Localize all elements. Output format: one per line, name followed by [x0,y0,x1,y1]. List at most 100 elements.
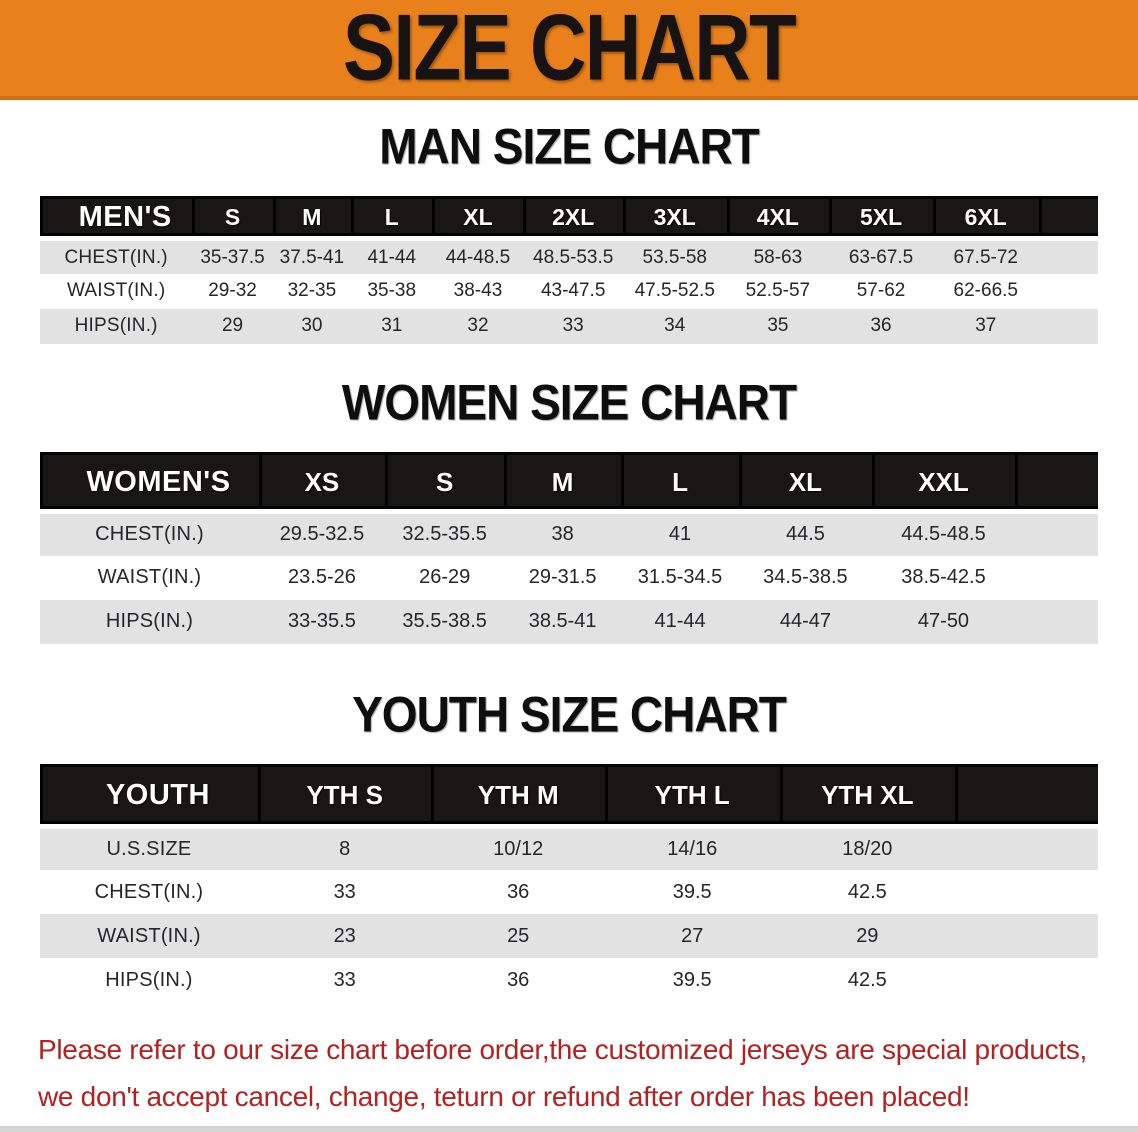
measurement-row: WAIST(IN.) 29-32 32-35 35-38 38-43 43-47.5 47.… [40,273,1098,309]
measurement-row: HIPS(IN.) 29 30 31 32 33 34 35 36 37 [40,308,1098,344]
measurement-label: WAIST(IN.) [40,555,259,600]
size-column-header: YTH S [257,763,432,829]
measurement-value: 33 [523,308,623,344]
size-column-header: XL [739,452,872,515]
measurement-value: 44-48.5 [432,238,524,274]
size-column-header: 6XL [932,196,1039,242]
measurement-value: 44-47 [739,599,872,644]
size-column-header: 4XL [726,196,830,242]
measurement-label: HIPS(IN.) [40,599,259,644]
measurement-value: 35 [726,308,830,344]
order-disclaimer-line-1: Please refer to our size chart before or… [38,1034,1088,1066]
women-size-table: WOMEN'S XS S M L XL XXL CHEST(IN.) 29.5-32.5 32.5… [40,452,1098,644]
men-size-table-container: MEN'S S M L XL 2XL 3XL 4XL 5XL 6XL CHEST(IN.) 35-37… [40,196,1098,344]
measurement-value: 38.5-41 [504,599,621,644]
measurement-label: CHEST(IN.) [40,238,193,274]
measurement-value: 38.5-42.5 [871,555,1016,600]
measurement-value: 53.5-58 [622,238,727,274]
measurement-value: 32.5-35.5 [384,511,505,556]
filler-cell [955,763,1098,829]
men-section-heading-text: MAN SIZE CHART [379,117,760,175]
size-column-header: YTH XL [779,763,956,829]
measurement-value: 33 [257,958,432,1003]
measurement-value: 52.5-57 [726,273,830,309]
size-column-header: L [620,452,740,515]
filler-cell [1015,555,1098,600]
measurement-value: 44.5 [739,511,872,556]
measurement-value: 62-66.5 [932,273,1039,309]
measurement-value: 35-38 [351,273,433,309]
filler-cell [1015,452,1098,515]
filler-cell [1038,308,1098,344]
measurement-row: WAIST(IN.) 23.5-26 26-29 29-31.5 31.5-34.5 34… [40,555,1098,600]
measurement-value: 41-44 [620,599,740,644]
size-group-label: WOMEN'S [40,452,259,515]
filler-cell [1015,599,1098,644]
measurement-value: 35-37.5 [192,238,273,274]
men-section-heading: MAN SIZE CHART [0,117,1138,175]
measurement-value: 29 [192,308,273,344]
size-table-header-row: WOMEN'S XS S M L XL XXL [40,452,1098,515]
measurement-row: CHEST(IN.) 33 36 39.5 42.5 [40,870,1098,915]
size-column-header: XL [432,196,524,242]
youth-section-heading-text: YOUTH SIZE CHART [352,685,787,742]
measurement-value: 47-50 [871,599,1016,644]
size-column-header: S [192,196,273,242]
measurement-value: 32-35 [272,273,352,309]
size-group-label: MEN'S [40,196,193,242]
measurement-value: 32 [432,308,524,344]
measurement-row: CHEST(IN.) 29.5-32.5 32.5-35.5 38 41 44.5 44.5… [40,511,1098,556]
size-column-header: S [384,452,505,515]
measurement-label: WAIST(IN.) [40,914,258,959]
women-section-heading-text: WOMEN SIZE CHART [341,373,797,430]
youth-section-heading: YOUTH SIZE CHART [0,685,1138,742]
measurement-value: 48.5-53.5 [523,238,623,274]
filler-cell [1015,511,1098,556]
measurement-value: 67.5-72 [932,238,1039,274]
measurement-row: CHEST(IN.) 35-37.5 37.5-41 41-44 44-48.5 48.5… [40,238,1098,274]
measurement-label: CHEST(IN.) [40,870,258,915]
measurement-value: 57-62 [829,273,933,309]
youth-size-table-container: YOUTH YTH S YTH M YTH L YTH XL U.S.SIZE 8 10/12… [40,763,1098,1003]
measurement-value: 26-29 [384,555,505,600]
order-disclaimer: Please refer to our size chart before or… [38,1026,1100,1120]
size-table-header-row: MEN'S S M L XL 2XL 3XL 4XL 5XL 6XL [40,196,1098,242]
measurement-value: 63-67.5 [829,238,933,274]
size-column-header: XXL [871,452,1016,515]
measurement-value: 36 [431,958,605,1003]
filler-cell [1038,273,1098,309]
filler-cell [955,826,1098,871]
measurement-value: 29.5-32.5 [259,511,385,556]
size-column-header: M [272,196,352,242]
measurement-value: 8 [257,826,432,871]
measurement-value: 35.5-38.5 [384,599,505,644]
size-group-label: YOUTH [40,763,258,829]
measurement-value: 44.5-48.5 [871,511,1016,556]
measurement-value: 36 [829,308,933,344]
measurement-value: 31.5-34.5 [620,555,740,600]
measurement-row: U.S.SIZE 8 10/12 14/16 18/20 [40,826,1098,871]
measurement-value: 36 [431,870,605,915]
filler-cell [1038,196,1098,242]
women-section-heading: WOMEN SIZE CHART [0,373,1138,430]
size-column-header: YTH L [604,763,780,829]
size-column-header: 2XL [523,196,623,242]
measurement-label: WAIST(IN.) [40,273,193,309]
measurement-value: 34 [622,308,727,344]
measurement-value: 37.5-41 [272,238,352,274]
measurement-row: HIPS(IN.) 33-35.5 35.5-38.5 38.5-41 41-44 44-… [40,599,1098,644]
youth-size-table: YOUTH YTH S YTH M YTH L YTH XL U.S.SIZE 8 10/12… [40,763,1098,1003]
measurement-value: 39.5 [604,958,780,1003]
size-chart-banner: SIZE CHART [0,0,1138,100]
measurement-value: 31 [351,308,433,344]
measurement-value: 39.5 [604,870,780,915]
size-column-header: 3XL [622,196,727,242]
size-column-header: M [504,452,621,515]
men-size-table: MEN'S S M L XL 2XL 3XL 4XL 5XL 6XL CHEST(IN.) 35-37… [40,196,1098,344]
measurement-value: 38 [504,511,621,556]
measurement-value: 37 [932,308,1039,344]
measurement-value: 33 [257,870,432,915]
size-column-header: XS [259,452,385,515]
measurement-row: WAIST(IN.) 23 25 27 29 [40,914,1098,959]
measurement-value: 43-47.5 [523,273,623,309]
